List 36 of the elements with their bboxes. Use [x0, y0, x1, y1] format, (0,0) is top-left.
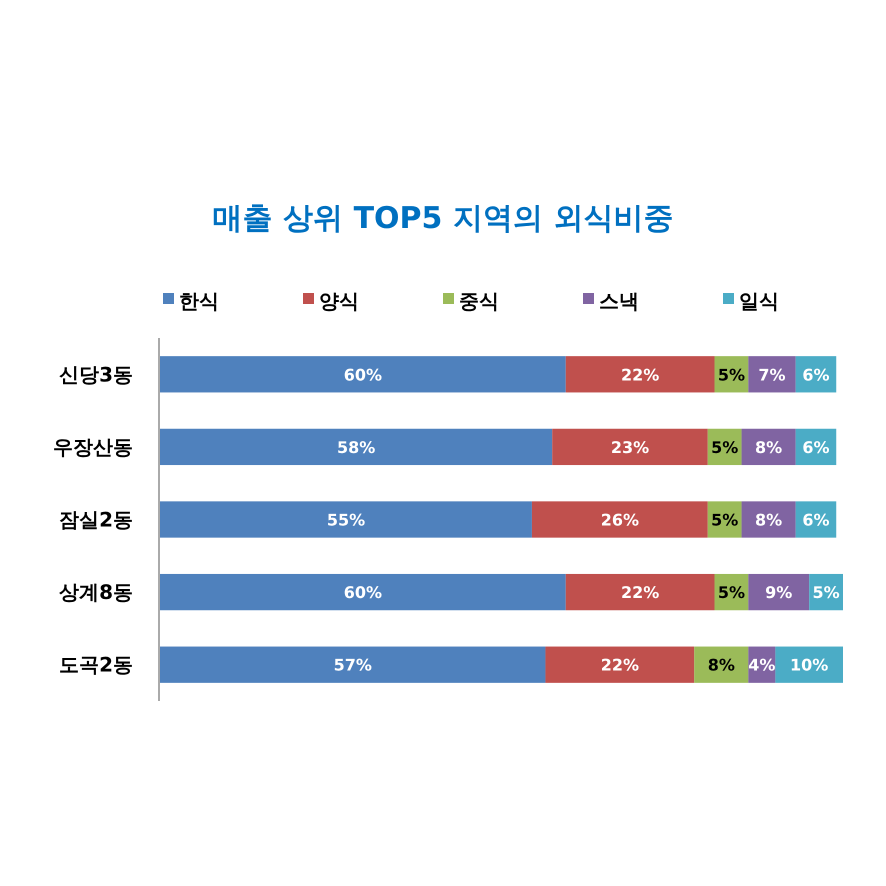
data-label: 4%: [748, 656, 776, 675]
data-label: 60%: [344, 583, 382, 602]
chart-title: 매출 상위 TOP5 지역의 외식비중: [212, 201, 674, 236]
data-label: 6%: [802, 510, 830, 530]
legend-label: 중식: [459, 289, 499, 313]
data-label: 23%: [610, 438, 650, 457]
legend-label: 스낵: [599, 289, 639, 313]
data-label: 22%: [620, 365, 660, 384]
data-label: 7%: [758, 365, 786, 384]
data-label: 5%: [711, 510, 738, 530]
y-tick-label: 잠실2동: [59, 508, 133, 532]
y-tick-label: 상계8동: [59, 580, 133, 604]
data-label: 22%: [620, 583, 660, 602]
data-label: 5%: [718, 583, 746, 602]
data-label: 58%: [336, 438, 376, 457]
data-label: 8%: [755, 438, 782, 457]
data-label: 10%: [790, 656, 828, 675]
data-label: 57%: [334, 656, 372, 675]
legend-label: 일식: [739, 289, 779, 313]
data-label: 60%: [344, 365, 382, 384]
legend-label: 양식: [319, 289, 359, 313]
data-label: 9%: [765, 583, 792, 602]
data-label: 5%: [718, 365, 746, 384]
data-label: 6%: [802, 438, 830, 457]
legend-label: 한식: [179, 289, 219, 313]
data-label: 6%: [802, 365, 830, 384]
data-label: 5%: [812, 583, 840, 602]
data-label: 55%: [326, 510, 366, 530]
y-tick-label: 신당3동: [59, 362, 133, 386]
y-tick-label: 도곡2동: [59, 652, 133, 677]
data-label: 5%: [711, 438, 738, 457]
data-label: 8%: [755, 510, 782, 530]
data-label: 26%: [600, 510, 639, 530]
data-label: 8%: [708, 656, 735, 675]
y-tick-label: 우장산동: [53, 434, 133, 459]
data-label: 22%: [600, 656, 639, 675]
